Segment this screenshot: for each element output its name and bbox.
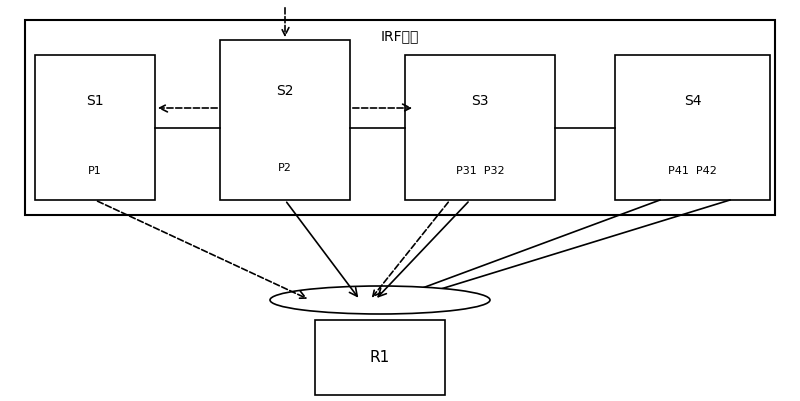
Text: P31  P32: P31 P32 [456,166,504,176]
Text: P1: P1 [88,166,102,176]
Bar [220,40,350,200]
Text: P2: P2 [278,163,292,173]
Bar [405,55,555,200]
Text: S1: S1 [86,94,104,108]
Bar [315,320,445,395]
Text: S4: S4 [684,94,702,108]
Text: S2: S2 [276,84,294,98]
Bar [35,55,155,200]
Ellipse shape [270,286,490,314]
Bar [615,55,770,200]
Text: P41  P42: P41 P42 [668,166,717,176]
Bar [25,20,775,215]
Text: IRF系统: IRF系统 [381,29,419,43]
Text: S3: S3 [471,94,489,108]
Text: R1: R1 [370,350,390,365]
